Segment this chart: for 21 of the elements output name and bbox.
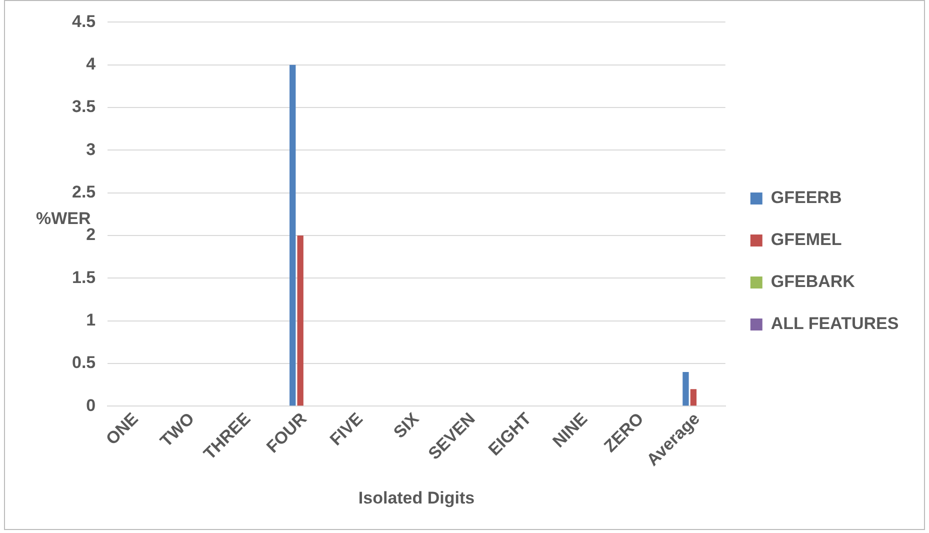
x-axis-title: Isolated Digits (358, 488, 475, 508)
y-tick-label: 4 (86, 54, 96, 74)
x-tick-label: SIX (390, 408, 424, 442)
bar (682, 372, 689, 406)
y-tick-label: 1.5 (72, 268, 96, 287)
legend-label: GFEERB (770, 188, 842, 208)
bar (690, 389, 697, 406)
legend-label: GFEMEL (770, 230, 842, 250)
legend-label: ALL FEATURES (770, 314, 899, 334)
legend-label: GFEBARK (770, 272, 856, 292)
y-tick-label: 0 (86, 396, 96, 415)
y-tick-label: 2 (86, 225, 96, 244)
y-tick-label: 4.5 (72, 12, 96, 31)
y-tick-label: 2.5 (72, 182, 96, 202)
y-tick-label: 3 (86, 140, 96, 159)
bar (297, 236, 304, 406)
y-tick-label: 1 (86, 310, 96, 330)
y-tick-label: 3.5 (72, 97, 96, 116)
y-axis-title: %WER (36, 208, 91, 228)
y-tick-label: 0.5 (72, 353, 96, 372)
bar (290, 64, 296, 406)
